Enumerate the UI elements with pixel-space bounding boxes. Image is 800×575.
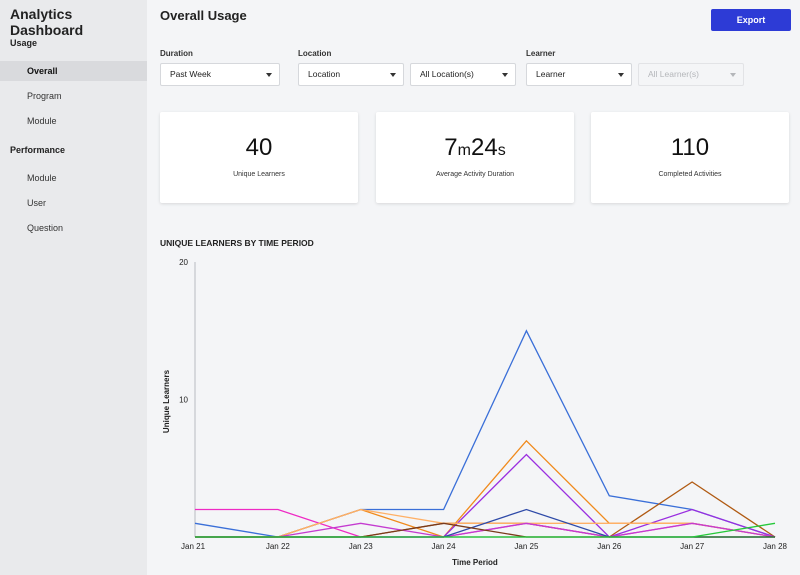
x-tick-label: Jan 26 bbox=[597, 542, 622, 551]
x-tick-label: Jan 27 bbox=[680, 542, 705, 551]
location-filter-value: All Location(s) bbox=[420, 69, 474, 79]
duration-select[interactable]: Past Week bbox=[160, 63, 280, 86]
learner-select-value: Learner bbox=[536, 69, 566, 79]
avg-duration-min-unit: m bbox=[457, 142, 471, 159]
sidebar-item-question[interactable]: Question bbox=[27, 223, 64, 233]
main-content: Overall Usage Export Duration Past Week … bbox=[147, 0, 800, 575]
sidebar-item-module-performance[interactable]: Module bbox=[27, 173, 57, 183]
avg-duration-label: Average Activity Duration bbox=[435, 171, 515, 178]
stat-card-avg-duration: 7m24s Average Activity Duration bbox=[376, 112, 574, 203]
learner-select[interactable]: Learner bbox=[526, 63, 632, 86]
sidebar-section-usage: Usage bbox=[10, 38, 38, 48]
learner-label: Learner bbox=[526, 49, 556, 58]
x-tick-label: Jan 23 bbox=[349, 542, 374, 551]
sidebar-item-module-usage[interactable]: Module bbox=[27, 116, 57, 126]
export-button[interactable]: Export bbox=[711, 9, 791, 31]
location-filter-select[interactable]: All Location(s) bbox=[410, 63, 516, 86]
series-line-11 bbox=[195, 522, 776, 538]
sidebar: Analytics Dashboard Usage Overall Progra… bbox=[0, 0, 147, 575]
x-tick-label: Jan 25 bbox=[514, 542, 539, 551]
y-tick-label: 10 bbox=[179, 396, 188, 405]
learner-filter-placeholder: All Learner(s) bbox=[648, 69, 700, 79]
avg-duration-value: 7m24s bbox=[376, 134, 574, 162]
series-line-3 bbox=[195, 481, 776, 538]
app-title: Analytics Dashboard bbox=[10, 6, 84, 38]
chevron-down-icon bbox=[730, 73, 736, 77]
unique-learners-label: Unique Learners bbox=[233, 171, 285, 178]
avg-duration-sec-unit: s bbox=[497, 142, 506, 159]
x-tick-label: Jan 24 bbox=[432, 542, 457, 551]
series-line-9 bbox=[195, 522, 775, 538]
completed-value: 110 bbox=[670, 134, 710, 161]
sidebar-item-user[interactable]: User bbox=[27, 198, 47, 208]
chevron-down-icon bbox=[266, 73, 272, 77]
y-axis-title: Unique Learners bbox=[162, 369, 171, 433]
chart-title: UNIQUE LEARNERS BY TIME PERIOD bbox=[160, 238, 314, 248]
chevron-down-icon bbox=[502, 73, 508, 77]
completed-label: Completed Activities bbox=[658, 171, 722, 178]
line-chart: 10 20 Jan 21 Jan 22 Jan 23 Jan 24 Jan 25 Jan 26… bbox=[162, 258, 788, 567]
stat-card-unique-learners: 40 Unique Learners bbox=[160, 112, 358, 203]
avg-duration-minutes: 7 bbox=[444, 134, 458, 161]
x-tick-label: Jan 28 bbox=[763, 542, 788, 551]
x-tick-label: Jan 21 bbox=[181, 542, 206, 551]
location-select[interactable]: Location bbox=[298, 63, 404, 86]
stat-card-completed: 110 Completed Activities bbox=[591, 112, 789, 203]
series-line-1 bbox=[194, 329, 776, 538]
avg-duration-seconds: 24 bbox=[470, 134, 498, 161]
location-select-value: Location bbox=[308, 69, 341, 79]
chevron-down-icon bbox=[618, 73, 624, 77]
duration-label: Duration bbox=[160, 49, 193, 58]
y-tick-label: 20 bbox=[179, 258, 188, 267]
x-axis-title: Time Period bbox=[452, 558, 498, 567]
chevron-down-icon bbox=[390, 73, 396, 77]
page-title: Overall Usage bbox=[160, 8, 247, 23]
learner-filter-select: All Learner(s) bbox=[638, 63, 744, 86]
sidebar-section-performance: Performance bbox=[10, 145, 66, 155]
x-tick-label: Jan 22 bbox=[266, 542, 291, 551]
duration-select-value: Past Week bbox=[170, 69, 211, 79]
unique-learners-value: 40 bbox=[245, 134, 273, 161]
sidebar-item-overall[interactable]: Overall bbox=[0, 61, 147, 81]
location-label: Location bbox=[298, 49, 332, 58]
sidebar-item-program[interactable]: Program bbox=[27, 91, 62, 101]
